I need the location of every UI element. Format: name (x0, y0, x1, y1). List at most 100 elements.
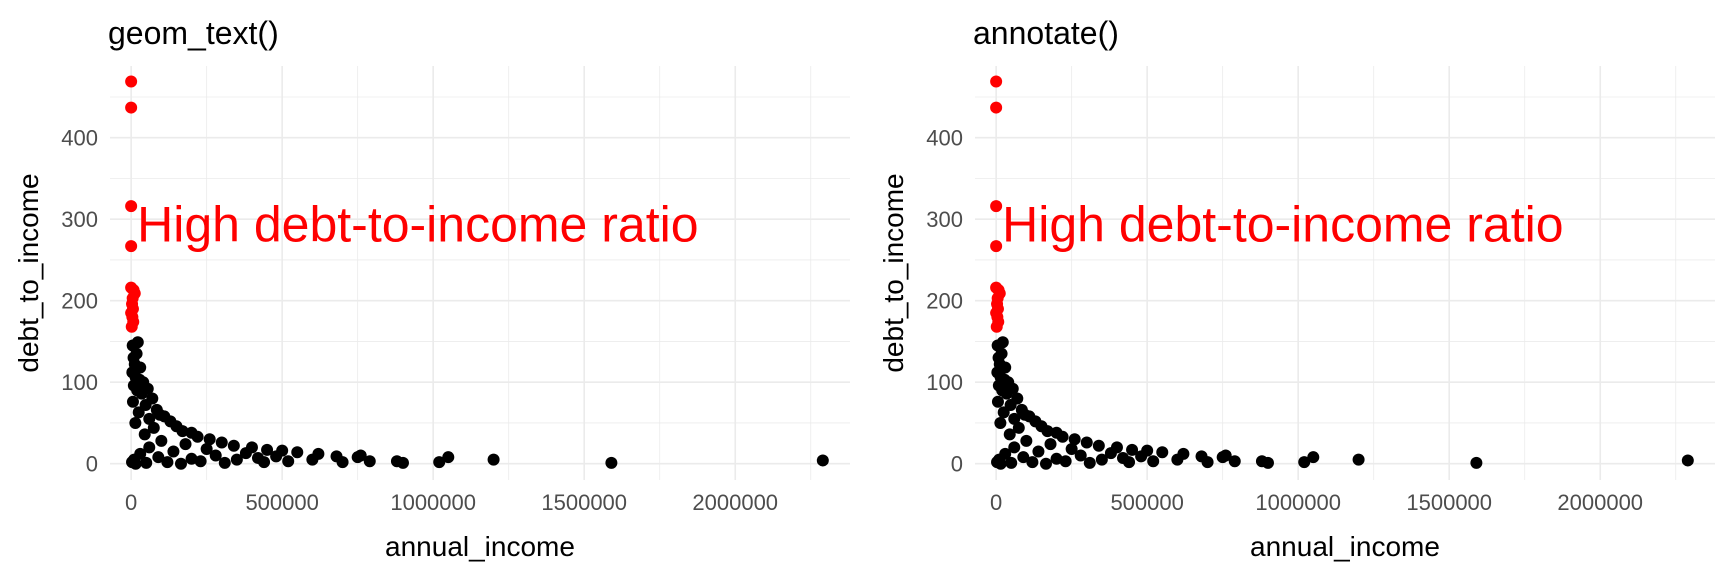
data-point (161, 456, 174, 469)
x-tick-label: 2000000 (1557, 490, 1643, 515)
data-point (1039, 457, 1052, 470)
data-point (991, 395, 1004, 408)
data-point (1681, 454, 1694, 467)
data-point (126, 395, 139, 408)
data-point (605, 456, 618, 469)
data-point (135, 387, 148, 400)
y-tick-label: 400 (61, 126, 98, 151)
data-point (1083, 456, 1096, 469)
data-point (1298, 456, 1311, 469)
data-point (1307, 451, 1320, 464)
data-point (261, 443, 274, 456)
data-point (1012, 421, 1025, 434)
data-point (132, 406, 145, 419)
data-point (990, 320, 1003, 333)
data-point (1104, 447, 1117, 460)
data-point (227, 439, 240, 452)
data-point (167, 445, 180, 458)
data-point (997, 406, 1010, 419)
data-point (1074, 449, 1087, 462)
data-point (129, 457, 142, 470)
data-point (147, 421, 160, 434)
data-point (1219, 449, 1232, 462)
data-point (1020, 434, 1033, 447)
data-point (129, 416, 142, 429)
data-point (999, 447, 1012, 460)
y-tick-label: 300 (926, 207, 963, 232)
data-point (1135, 450, 1148, 463)
x-tick-label: 0 (990, 490, 1002, 515)
data-point (1059, 455, 1072, 468)
x-tick-label: 500000 (245, 490, 318, 515)
y-tick-label: 400 (926, 126, 963, 151)
panel-title: annotate() (973, 15, 1119, 51)
data-point (131, 336, 144, 349)
data-point (1065, 443, 1078, 456)
annotation-text: High debt-to-income ratio (1002, 196, 1563, 252)
series-default (126, 336, 829, 470)
data-point (1005, 456, 1018, 469)
data-point (179, 438, 192, 451)
data-point (990, 200, 1003, 213)
data-point (336, 456, 349, 469)
data-point (218, 456, 231, 469)
x-tick-label: 2000000 (692, 490, 778, 515)
data-point (125, 240, 138, 253)
data-point (143, 412, 156, 425)
data-point (176, 425, 189, 438)
data-point (125, 101, 138, 114)
data-point (1068, 433, 1081, 446)
data-point (125, 320, 138, 333)
chart-panel-1: 0 500000 1000000 1500000 2000000 0 100 200 300 40… (13, 15, 850, 562)
y-axis-title: debt_to_income (878, 173, 909, 372)
x-tick-label: 1500000 (1406, 490, 1492, 515)
data-point (138, 428, 151, 441)
data-point (990, 75, 1003, 88)
data-point (209, 449, 222, 462)
data-point (990, 101, 1003, 114)
data-point (155, 434, 168, 447)
data-point (1008, 412, 1021, 425)
data-point (1017, 451, 1030, 464)
data-point (433, 456, 446, 469)
data-point (1032, 445, 1045, 458)
data-point (1044, 438, 1057, 451)
data-point (143, 441, 156, 454)
data-point (1026, 456, 1039, 469)
x-tick-label: 0 (125, 490, 137, 515)
y-tick-label: 200 (926, 289, 963, 314)
data-point (1080, 436, 1093, 449)
data-point (990, 240, 1003, 253)
data-point (1171, 453, 1184, 466)
data-point (306, 453, 319, 466)
data-point (1050, 452, 1063, 465)
y-tick-label: 0 (951, 452, 963, 477)
data-point (230, 453, 243, 466)
data-point (239, 447, 252, 460)
data-point (1041, 425, 1054, 438)
data-point (1000, 387, 1013, 400)
series-default (991, 336, 1694, 470)
data-point (152, 451, 165, 464)
data-point (125, 200, 138, 213)
data-point (1352, 453, 1365, 466)
data-point (442, 451, 455, 464)
data-point (1201, 456, 1214, 469)
data-point (363, 455, 376, 468)
data-point (1156, 446, 1169, 459)
data-point (1147, 455, 1160, 468)
data-point (1003, 428, 1016, 441)
data-point (1470, 456, 1483, 469)
data-point (1092, 439, 1105, 452)
data-point (194, 455, 207, 468)
data-point (816, 454, 829, 467)
x-axis-title: annual_income (1250, 531, 1440, 562)
y-tick-label: 0 (86, 452, 98, 477)
y-tick-label: 100 (926, 370, 963, 395)
y-tick-label: 200 (61, 289, 98, 314)
data-point (125, 75, 138, 88)
y-axis-title: debt_to_income (13, 173, 44, 372)
annotation-text: High debt-to-income ratio (137, 196, 698, 252)
data-point (396, 456, 409, 469)
